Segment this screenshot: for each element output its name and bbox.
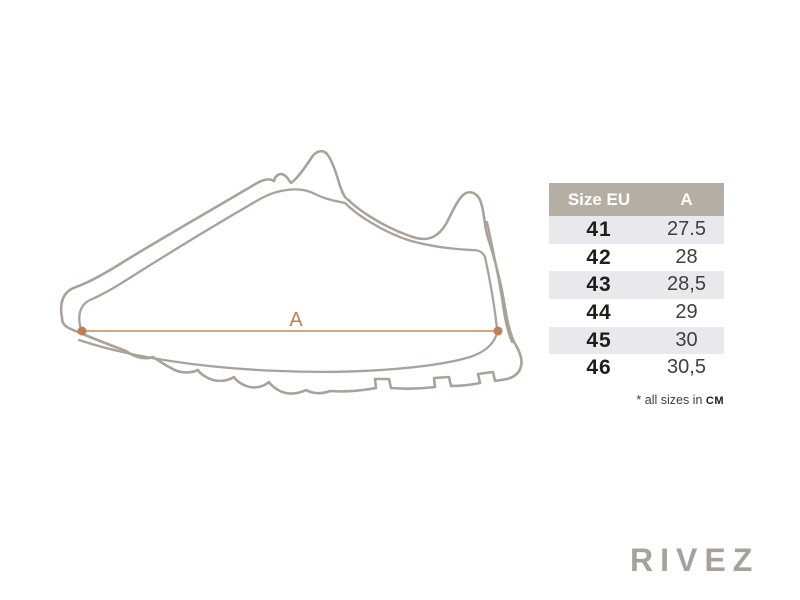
table-row: 46 30,5 xyxy=(549,354,724,383)
table-row: 44 29 xyxy=(549,299,724,327)
value-cell: 30 xyxy=(675,328,698,351)
brand-logo: RIVEZ xyxy=(630,542,760,578)
table-row: 41 27.5 xyxy=(549,216,724,244)
shoe-midsole-line xyxy=(77,334,498,373)
size-cell: 42 xyxy=(586,245,612,269)
measurement-dot-right xyxy=(493,326,503,336)
shoe-inner-outline xyxy=(78,188,499,332)
table-row: 42 28 xyxy=(549,243,724,272)
size-cell: 46 xyxy=(586,356,612,380)
value-cell: 29 xyxy=(675,301,698,324)
size-table-header: Size EU A xyxy=(549,183,724,216)
size-cell: 43 xyxy=(586,273,612,297)
size-cell: 44 xyxy=(586,301,612,325)
header-a: A xyxy=(680,190,693,209)
header-size-eu: Size EU xyxy=(567,190,631,209)
value-cell: 30,5 xyxy=(667,356,706,379)
footnote-text: * all sizes in xyxy=(636,393,703,407)
table-row: 45 30 xyxy=(549,326,724,355)
value-cell: 28 xyxy=(675,245,698,268)
size-table: Size EU A 41 27.5 42 28 43 28,5 44 29 45… xyxy=(549,183,724,383)
measurement-label: A xyxy=(289,309,303,331)
size-cell: 45 xyxy=(586,328,612,352)
footnote: * all sizes in cm xyxy=(549,393,724,407)
value-cell: 27.5 xyxy=(667,218,706,240)
measurement-dot-left xyxy=(77,326,87,336)
shoe-outer-outline xyxy=(59,149,523,395)
table-row: 43 28,5 xyxy=(549,271,724,300)
value-cell: 28,5 xyxy=(667,273,706,296)
shoe-heel-inner-line xyxy=(485,220,514,344)
size-cell: 41 xyxy=(586,218,612,241)
footnote-unit: cm xyxy=(705,395,724,407)
